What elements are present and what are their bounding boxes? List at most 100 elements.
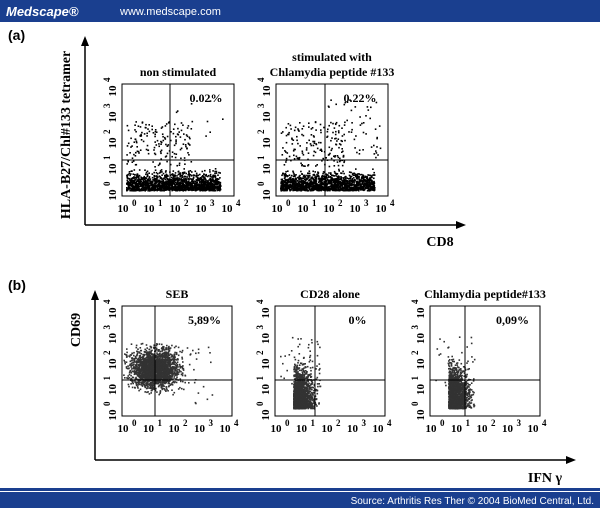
dot xyxy=(306,181,309,184)
dot xyxy=(175,183,178,185)
dot xyxy=(147,183,150,186)
dot xyxy=(145,173,147,176)
dot xyxy=(213,175,216,178)
dot xyxy=(183,133,185,135)
dot xyxy=(129,174,131,177)
dot xyxy=(157,385,160,388)
dot xyxy=(214,182,216,184)
dot xyxy=(305,187,307,189)
dot xyxy=(200,176,203,178)
dot xyxy=(362,176,365,178)
dot xyxy=(377,154,379,156)
dot xyxy=(303,181,306,184)
dot xyxy=(325,175,328,178)
dot xyxy=(171,384,174,386)
tick-base: 10 xyxy=(350,203,362,215)
dot xyxy=(365,182,367,185)
dot xyxy=(165,180,167,182)
dot xyxy=(320,131,322,134)
dot xyxy=(216,182,218,185)
dot xyxy=(131,362,133,364)
dot xyxy=(335,174,337,176)
dot xyxy=(219,188,222,191)
dot xyxy=(165,173,168,176)
dot xyxy=(158,393,160,396)
dot xyxy=(165,184,168,187)
dot xyxy=(146,387,149,389)
dot xyxy=(139,347,142,349)
dot xyxy=(192,180,195,183)
dot xyxy=(340,182,343,185)
dot xyxy=(302,181,305,183)
dot xyxy=(304,179,307,182)
dot xyxy=(177,182,180,184)
dot xyxy=(131,180,133,182)
dot xyxy=(175,189,177,192)
dot xyxy=(131,186,134,188)
tick-exponent: 4 xyxy=(256,77,266,82)
dot xyxy=(302,154,305,156)
dot xyxy=(161,181,164,183)
dot xyxy=(298,157,300,160)
dot xyxy=(146,186,148,188)
dot xyxy=(282,182,284,185)
dot xyxy=(161,189,164,192)
dot xyxy=(162,179,165,182)
dot xyxy=(173,373,175,375)
dot xyxy=(155,144,158,146)
dot xyxy=(138,181,141,183)
dot xyxy=(345,185,347,188)
dot xyxy=(305,177,307,180)
dot xyxy=(312,184,315,187)
dot xyxy=(356,151,358,154)
dot xyxy=(130,173,132,175)
dot xyxy=(369,117,371,120)
dot xyxy=(320,186,322,189)
quadrant-percent: 0.02% xyxy=(190,91,223,105)
dot xyxy=(127,365,129,367)
dot xyxy=(341,140,343,143)
dot xyxy=(295,184,297,187)
dot xyxy=(191,120,194,123)
dot xyxy=(338,181,340,184)
dot xyxy=(180,365,183,368)
dot xyxy=(357,184,360,186)
dot xyxy=(362,187,364,189)
dot xyxy=(379,147,382,150)
dot xyxy=(135,188,138,190)
dot xyxy=(315,176,317,179)
dot xyxy=(330,157,333,160)
dot xyxy=(351,128,353,131)
dot xyxy=(156,178,158,180)
dot xyxy=(152,188,155,190)
dot xyxy=(151,180,154,183)
dot xyxy=(356,189,358,191)
dot xyxy=(142,179,145,182)
dot xyxy=(317,189,320,192)
dot xyxy=(283,184,285,187)
dot xyxy=(185,184,188,186)
x-axis-label: CD8 xyxy=(426,235,453,250)
dot xyxy=(281,189,283,191)
dot xyxy=(157,188,159,190)
dot xyxy=(299,122,301,124)
dot xyxy=(302,125,305,127)
dot xyxy=(309,182,312,184)
dot xyxy=(132,189,135,191)
dot xyxy=(180,187,183,189)
dot xyxy=(142,189,145,191)
dot xyxy=(341,184,343,186)
dot xyxy=(157,176,159,179)
dot xyxy=(188,154,190,156)
dot xyxy=(300,170,302,173)
dot xyxy=(351,173,354,176)
dot xyxy=(135,130,137,133)
dot xyxy=(146,180,148,183)
dot xyxy=(208,185,211,188)
dot xyxy=(160,187,163,189)
dot xyxy=(130,189,133,192)
dot xyxy=(208,189,211,192)
dot xyxy=(126,367,129,370)
dot xyxy=(158,184,161,186)
dot xyxy=(334,156,336,158)
